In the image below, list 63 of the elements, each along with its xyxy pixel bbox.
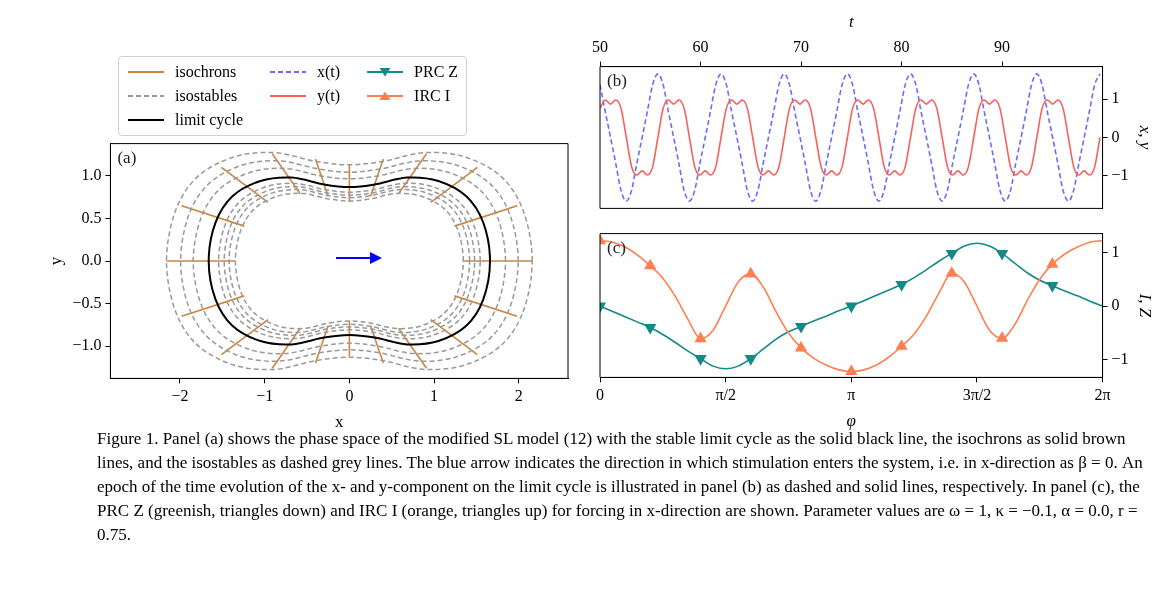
point <box>895 339 908 350</box>
annotation: (b) <box>607 70 627 90</box>
y-axis-title: I, Z <box>1136 292 1156 318</box>
y-tick-label: 0 <box>1111 296 1120 314</box>
point <box>795 341 807 352</box>
x-tick-label: 70 <box>793 38 810 56</box>
y-axis-title: x, y <box>1136 124 1156 150</box>
x-tick-label: 0 <box>345 387 354 405</box>
y-tick-label: −1 <box>1111 166 1129 184</box>
point <box>895 281 908 291</box>
x-tick-label: 2 <box>514 387 523 405</box>
point <box>996 249 1008 260</box>
x-tick-label: 60 <box>692 38 709 56</box>
x-tick-label: π <box>847 386 856 404</box>
point <box>845 302 857 313</box>
point <box>644 259 656 270</box>
y-tick-label: 1 <box>1111 89 1120 107</box>
x-tick-label: 3π/2 <box>962 386 992 404</box>
point <box>644 323 656 334</box>
x-tick-label: 80 <box>893 38 910 56</box>
x-tick-label: 1 <box>430 387 439 405</box>
y-tick-label: 1 <box>1111 242 1120 260</box>
x-tick-label: −2 <box>171 387 189 405</box>
x-tick-label: π/2 <box>715 386 736 404</box>
y-tick-label: 1.0 <box>81 166 102 184</box>
text: limit cycle <box>175 111 243 129</box>
line-series <box>600 73 1101 202</box>
x-tick-label: 0 <box>596 386 604 404</box>
point <box>795 322 807 333</box>
point <box>745 267 757 278</box>
y-tick-label: 0.0 <box>81 251 102 269</box>
annotation: (a) <box>117 147 137 167</box>
point <box>694 355 707 365</box>
point <box>1046 257 1058 268</box>
text: isostables <box>175 87 238 105</box>
point <box>745 355 757 365</box>
x-axis-title: φ <box>846 411 856 431</box>
y-tick-label: −1.0 <box>72 336 102 354</box>
x-axis-title: t <box>848 11 855 31</box>
legend-label: PRC Z <box>414 63 459 81</box>
line-series <box>600 99 1101 176</box>
point <box>845 365 857 376</box>
annotation: (c) <box>607 237 626 257</box>
y-axis-title: y <box>45 256 65 266</box>
legend-label: IRC I <box>414 87 451 105</box>
x-tick-label: −1 <box>256 387 274 405</box>
legend-label: y(t) <box>316 87 341 105</box>
y-tick-label: −0.5 <box>72 293 102 311</box>
point <box>996 331 1008 342</box>
y-tick-label: 0 <box>1111 127 1120 145</box>
legend-label: isochrons <box>175 63 237 81</box>
point <box>946 267 958 277</box>
point <box>946 249 958 260</box>
x-tick-label: 50 <box>592 38 608 56</box>
y-tick-label: −1 <box>1111 349 1129 367</box>
point <box>1046 282 1058 292</box>
caption: Figure 1. Panel (a) shows the phase space of the modified SL model (12) with the stable limit cycle as the solid black line, the isochrons as solid brown lines, and the isostables as dashed grey lines. The blue arrow indicates the direction in which stimulation enters the system, i.e. in x-direction as β = 0. An epoch of the time evolution of the x- and y-component on the limit cycle is illustrated in panel (b) as dashed and solid lines, respectively. In panel (c), the PRC Z (greenish, triangles down) and IRC I (orange, triangles up) for forcing in x-direction are shown. Parameter values are ω = 1, κ = −0.1, α = 0.0, r = 0.75. <box>97 429 1144 546</box>
x-tick-label: 2π <box>1094 386 1111 404</box>
legend-label: x(t) <box>316 63 341 81</box>
x-axis-title: x <box>334 412 344 432</box>
x-tick-label: 90 <box>994 38 1011 56</box>
point <box>694 332 707 343</box>
y-tick-label: 0.5 <box>81 208 102 226</box>
